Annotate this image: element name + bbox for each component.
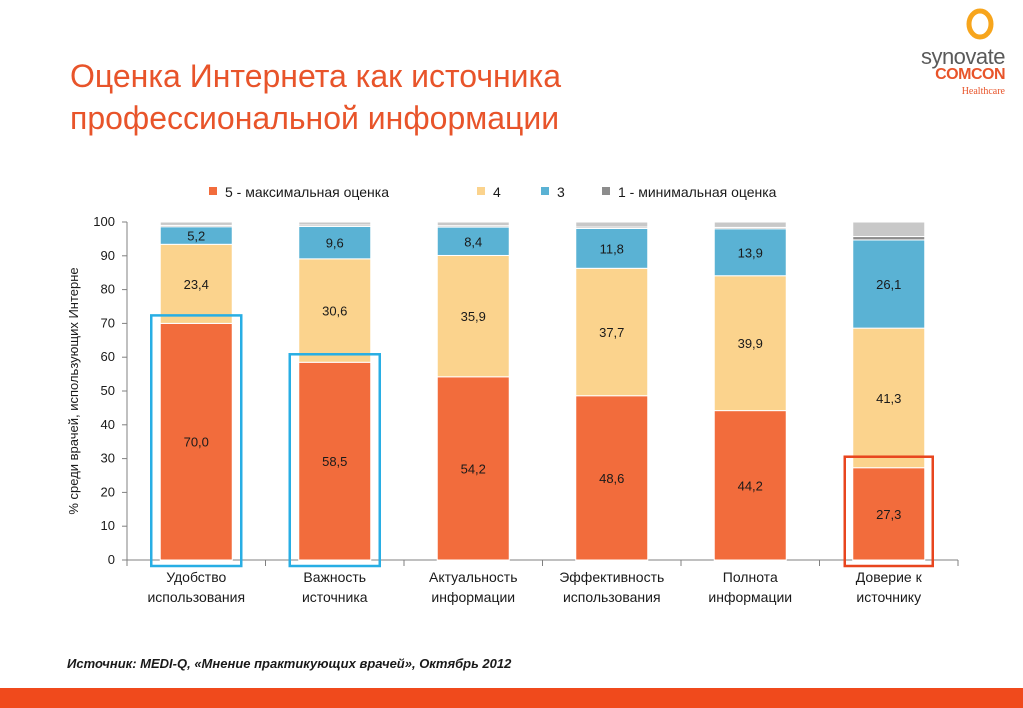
- bar-value-label: 35,9: [461, 309, 486, 324]
- logo-ring-icon: [966, 8, 994, 40]
- logo-healthcare: Healthcare: [961, 86, 1005, 97]
- highlight-box-red: [843, 455, 934, 568]
- bar-value-label: 70,0: [184, 435, 209, 450]
- legend-swatch: [477, 187, 485, 195]
- x-category-label: Эффективность: [559, 569, 664, 585]
- x-category-label: источнику: [856, 589, 921, 605]
- source-note: Источник: MEDI-Q, «Мнение практикующих в…: [67, 656, 512, 671]
- bar-value-label: 39,9: [738, 336, 763, 351]
- bar-segment: [298, 361, 372, 561]
- legend-swatch: [541, 187, 549, 195]
- bar-value-label: 41,3: [876, 391, 901, 406]
- y-tick-label: 90: [101, 248, 115, 263]
- bar-value-label: 23,4: [184, 277, 209, 292]
- bar-value-label: 9,6: [326, 236, 344, 251]
- page-title: Оценка Интернета как источника профессио…: [70, 55, 770, 139]
- title-line-1: Оценка Интернета как источника: [70, 58, 562, 94]
- bar-segment-other: [298, 221, 372, 226]
- bar-segment-other: [159, 221, 233, 226]
- stacked-bar-chart: 0 10 20 30 40 50 60 70 80 90 100 % среди врачей, ис…: [66, 184, 959, 605]
- legend-label: 5 - максимальная оценка: [225, 184, 389, 200]
- bar-value-label: 5,2: [187, 229, 205, 244]
- bar-value-label: 44,2: [738, 478, 763, 493]
- bar-value-label: 54,2: [461, 461, 486, 476]
- legend-swatch: [602, 187, 610, 195]
- bar-value-label: 48,6: [599, 471, 624, 486]
- y-tick-label: 0: [108, 552, 115, 567]
- bar-segment: [436, 376, 510, 561]
- bar-segment-other: [575, 221, 649, 228]
- highlight-box-blue: [150, 314, 243, 568]
- x-category-label: Важность: [303, 569, 366, 585]
- bar-value-label: 27,3: [876, 507, 901, 522]
- bar-value-label: 8,4: [464, 234, 482, 249]
- bar-segment: [852, 327, 926, 469]
- bar-segment: [575, 267, 649, 397]
- bar-segment: [159, 322, 233, 561]
- highlight-box-blue: [288, 353, 381, 568]
- logo-synovate: synovate: [920, 44, 1006, 69]
- logo-comcon: COMCON: [935, 66, 1005, 83]
- title-line-2: профессиональной информации: [70, 100, 560, 136]
- x-category-label: информации: [708, 589, 792, 605]
- x-category-label: Удобство: [166, 569, 226, 585]
- bar-value-label: 13,9: [738, 245, 763, 260]
- bar-value-label: 30,6: [322, 304, 347, 319]
- bar-value-label: 26,1: [876, 277, 901, 292]
- bar-segment: [436, 226, 510, 256]
- x-category-label: использования: [563, 589, 661, 605]
- bottom-bar: [0, 688, 1023, 708]
- bar-segment: [298, 258, 372, 363]
- legend-swatch: [209, 187, 217, 195]
- bar-segment: [436, 254, 510, 378]
- x-category-label: информации: [431, 589, 515, 605]
- bar-value-label: 37,7: [599, 325, 624, 340]
- bar-segment-other: [852, 221, 926, 238]
- y-tick-label: 50: [101, 383, 115, 398]
- legend-label: 1 - минимальная оценка: [618, 184, 777, 200]
- bar-segment: [852, 239, 926, 329]
- bar-value-label: 11,8: [600, 241, 624, 256]
- y-tick-label: 40: [101, 417, 115, 432]
- bar-segment: [159, 243, 233, 324]
- x-category-label: использования: [147, 589, 245, 605]
- x-category-label: Полнота: [723, 569, 778, 585]
- y-tick-label: 100: [93, 214, 115, 229]
- bar-segment: [852, 236, 926, 241]
- y-tick-label: 30: [101, 451, 115, 466]
- y-tick-label: 60: [101, 349, 115, 364]
- bar-segment: [298, 225, 372, 260]
- y-tick-label: 70: [101, 315, 115, 330]
- x-category-label: Доверие к: [856, 569, 923, 585]
- x-category-label: источника: [302, 589, 368, 605]
- legend-label: 3: [557, 184, 565, 200]
- y-tick-label: 10: [101, 518, 115, 533]
- legend-label: 4: [493, 184, 501, 200]
- x-category-label: Актуальность: [429, 569, 518, 585]
- y-tick-label: 20: [101, 484, 115, 499]
- y-axis-label: % среди врачей, использующих Интерне: [66, 267, 81, 514]
- bar-segment-other: [436, 221, 510, 227]
- bar-segment-other: [713, 221, 787, 228]
- bar-segment: [713, 275, 787, 412]
- y-tick-label: 80: [101, 282, 115, 297]
- bar-segment: [713, 410, 787, 561]
- synovate-comcon-logo: synovate COMCON Healthcare: [895, 6, 1013, 98]
- bar-segment: [575, 395, 649, 561]
- bar-value-label: 58,5: [322, 454, 347, 469]
- bar-segment: [852, 467, 926, 561]
